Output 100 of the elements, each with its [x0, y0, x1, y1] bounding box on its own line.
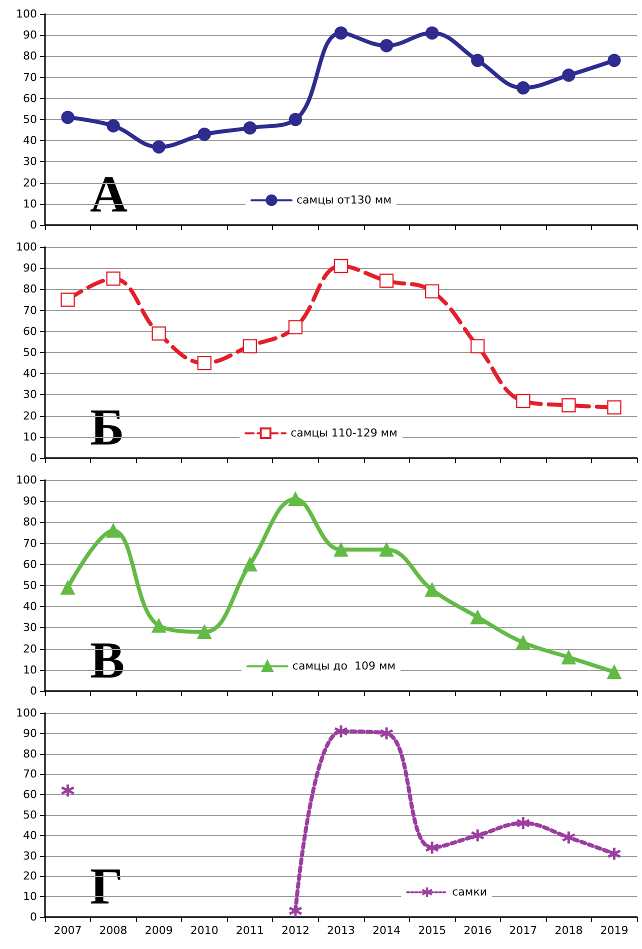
point: [516, 394, 530, 408]
y-tick-label: 70: [23, 768, 37, 781]
y-tick-label: 50: [23, 113, 37, 126]
x-tick-label: 2016: [464, 924, 492, 937]
x-tick-label: 2007: [54, 924, 82, 937]
y-tick-label: 0: [30, 218, 37, 232]
point: [424, 840, 440, 855]
x-tick-label: 2008: [99, 924, 128, 937]
point: [152, 140, 166, 154]
point: [334, 258, 348, 274]
y-tick-label: 40: [23, 367, 37, 380]
legend-label: самцы 110-129 мм: [290, 426, 398, 440]
point: [197, 356, 212, 370]
x-tick-label: 2014: [372, 924, 401, 937]
y-tick-label: 40: [23, 828, 37, 842]
y-tick-label: 10: [23, 430, 37, 444]
point: [470, 339, 485, 354]
y-tick-label: 100: [16, 8, 37, 20]
point: [288, 904, 303, 918]
y-tick-label: 70: [23, 536, 37, 550]
point: [152, 618, 166, 633]
point: [607, 664, 622, 680]
point: [380, 39, 394, 52]
x-tick-label: 2015: [418, 924, 446, 937]
point: [606, 846, 622, 862]
point: [288, 492, 303, 506]
point: [379, 726, 394, 741]
y-tick-label: 40: [23, 600, 37, 614]
x-tick-label: 2011: [236, 924, 264, 937]
point: [561, 830, 576, 845]
y-tick-label: 40: [23, 134, 37, 148]
point: [424, 284, 440, 298]
point: [334, 724, 348, 739]
y-tick-label: 80: [23, 747, 37, 760]
point: [243, 121, 257, 135]
x-tick-label: 2019: [600, 924, 628, 937]
y-tick-label: 60: [23, 558, 37, 571]
x-tick-label: 2018: [554, 924, 583, 937]
y-tick-label: 10: [23, 197, 37, 210]
point: [562, 398, 576, 412]
point: [516, 81, 530, 94]
y-tick-label: 100: [16, 240, 37, 254]
legend-label: самки: [452, 886, 488, 899]
y-tick-label: 10: [23, 890, 37, 904]
point: [470, 610, 485, 624]
point: [288, 320, 303, 334]
y-tick-label: 0: [30, 684, 37, 698]
y-tick-label: 60: [23, 324, 37, 338]
point: [607, 400, 622, 414]
y-tick-label: 20: [23, 642, 37, 656]
y-tick-label: 20: [23, 176, 37, 190]
point: [197, 624, 212, 640]
y-tick-label: 20: [23, 409, 37, 422]
y-tick-label: 0: [30, 452, 37, 464]
point: [379, 542, 394, 557]
x-tick-label: 2013: [327, 924, 355, 937]
point: [562, 68, 576, 82]
point: [516, 816, 530, 830]
y-tick-label: 60: [23, 92, 37, 105]
point: [106, 272, 120, 286]
point: [379, 274, 394, 288]
y-tick-label: 10: [23, 663, 37, 676]
y-tick-label: 80: [23, 516, 37, 529]
point: [60, 783, 76, 798]
point: [424, 582, 440, 597]
point: [334, 26, 348, 40]
y-tick-label: 100: [16, 706, 37, 720]
point: [471, 54, 484, 68]
y-tick-label: 30: [23, 388, 37, 402]
x-tick-label: 2017: [509, 924, 538, 937]
y-tick-label: 30: [23, 621, 37, 634]
point: [334, 542, 348, 557]
point: [470, 828, 485, 843]
point: [106, 524, 120, 538]
point: [516, 635, 530, 650]
x-tick-label: 2009: [144, 924, 173, 937]
y-tick-label: 90: [23, 494, 37, 508]
y-tick-label: 80: [23, 50, 37, 63]
y-tick-label: 70: [23, 70, 37, 84]
y-tick-label: 60: [23, 788, 37, 802]
point: [242, 339, 258, 354]
point: [60, 292, 75, 307]
y-tick-label: 50: [23, 579, 37, 592]
x-tick-label: 2012: [281, 924, 310, 937]
point: [288, 112, 302, 126]
point: [608, 54, 621, 68]
y-tick-label: 90: [23, 28, 37, 42]
y-tick-label: 80: [23, 282, 37, 296]
point: [60, 580, 75, 595]
legend-label: самцы до 109 мм: [292, 660, 396, 673]
point: [61, 110, 74, 124]
point: [562, 650, 576, 664]
y-tick-label: 20: [23, 870, 37, 883]
x-tick-label: 2010: [190, 924, 218, 937]
y-tick-label: 50: [23, 346, 37, 359]
legend-label: самцы от130 мм: [296, 194, 392, 207]
y-tick-label: 70: [23, 304, 37, 317]
point: [242, 557, 258, 572]
y-tick-label: 30: [23, 849, 37, 862]
y-tick-label: 0: [30, 910, 37, 924]
